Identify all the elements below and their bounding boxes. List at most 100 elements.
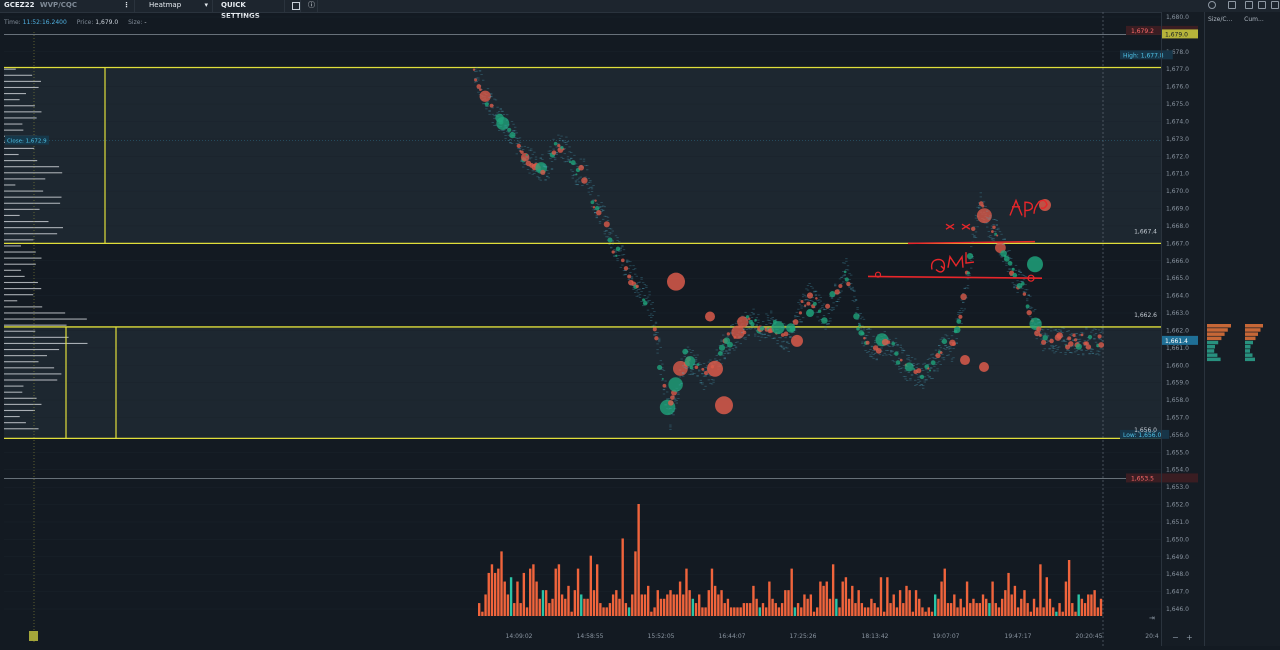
liquidity-tick — [517, 140, 520, 142]
liquidity-tick — [494, 114, 498, 116]
liquidity-tick — [752, 326, 755, 327]
liquidity-tick — [898, 357, 901, 359]
view-mode-dropdown[interactable]: Heatmap ▾ — [145, 0, 213, 12]
liquidity-tick — [997, 229, 1000, 231]
lock-icon[interactable] — [1271, 1, 1279, 9]
liquidity-tick — [998, 254, 1002, 256]
liquidity-tick — [475, 81, 478, 82]
liquidity-tick — [891, 345, 894, 347]
grid-icon[interactable] — [1245, 1, 1253, 9]
liquidity-tick — [933, 357, 936, 359]
liquidity-tick — [477, 79, 480, 81]
volume-bar — [921, 607, 924, 616]
liquidity-tick — [1069, 334, 1072, 336]
liquidity-tick — [838, 292, 842, 294]
column-cumulative[interactable]: Cum... — [1244, 16, 1264, 23]
volume-profile-bar — [4, 214, 20, 217]
liquidity-tick — [570, 169, 573, 171]
screen-icon[interactable] — [1228, 1, 1236, 9]
timeframe-button[interactable] — [29, 631, 38, 641]
liquidity-tick — [592, 184, 595, 186]
liquidity-tick — [563, 141, 566, 143]
liquidity-tick — [1006, 271, 1010, 272]
liquidity-tick — [605, 236, 608, 238]
liquidity-tick — [514, 130, 517, 132]
liquidity-tick — [957, 314, 960, 315]
trade-bubble — [570, 160, 576, 166]
price-tick: 1,656.0 — [1166, 432, 1189, 439]
liquidity-tick — [590, 206, 594, 208]
liquidity-tick — [731, 324, 734, 326]
liquidity-tick — [709, 359, 712, 361]
column-size[interactable]: Size/C... — [1208, 16, 1233, 23]
liquidity-tick — [682, 365, 685, 367]
liquidity-tick — [536, 176, 539, 178]
liquidity-tick — [850, 288, 853, 289]
liquidity-tick — [558, 139, 562, 141]
settings-grid-icon[interactable] — [288, 0, 301, 12]
liquidity-tick — [802, 293, 805, 295]
trade-bubble — [804, 304, 807, 307]
volume-profile-bar — [4, 385, 24, 387]
liquidity-tick — [496, 106, 499, 108]
trade-bubble — [800, 300, 804, 304]
liquidity-tick — [594, 212, 597, 214]
trade-bubble — [627, 274, 632, 279]
volume-bar — [809, 594, 813, 616]
volume-bar — [755, 598, 758, 616]
liquidity-tick — [1072, 339, 1075, 341]
liquidity-tick — [773, 337, 776, 339]
quick-settings-button[interactable]: QUICK SETTINGS — [217, 0, 285, 20]
liquidity-tick — [798, 299, 802, 301]
volume-bar — [707, 590, 710, 616]
liquidity-tick — [555, 152, 558, 154]
liquidity-tick — [810, 286, 813, 287]
liquidity-tick — [966, 275, 970, 276]
liquidity-tick — [722, 344, 725, 345]
liquidity-tick — [598, 206, 602, 208]
cup-icon[interactable] — [1258, 1, 1266, 9]
menu-dots-icon[interactable]: ⋮ — [123, 1, 130, 9]
trade-bubble — [562, 148, 565, 151]
liquidity-tick — [1064, 343, 1067, 345]
liquidity-tick — [1077, 354, 1080, 355]
volume-bar — [666, 594, 669, 616]
volume-bar — [1093, 590, 1096, 616]
volume-bar — [937, 598, 940, 616]
liquidity-tick — [877, 344, 880, 346]
symbol-selector[interactable]: GCEZ22 WVP/CQC ⋮ — [0, 0, 135, 12]
liquidity-tick — [1066, 338, 1069, 340]
heatmap-chart[interactable]: 1,680.01,679.01,678.01,677.01,676.01,675… — [0, 12, 1204, 646]
liquidity-tick — [683, 366, 686, 368]
liquidity-tick — [517, 137, 520, 139]
liquidity-tick — [1024, 291, 1027, 293]
liquidity-tick — [904, 370, 907, 372]
liquidity-tick — [603, 215, 606, 217]
liquidity-tick — [830, 310, 834, 312]
liquidity-tick — [1054, 351, 1058, 353]
trade-bubble — [670, 395, 675, 400]
volume-bar — [812, 611, 816, 616]
sync-icon[interactable] — [1208, 1, 1216, 9]
liquidity-tick — [595, 214, 598, 216]
liquidity-tick — [987, 217, 990, 219]
liquidity-tick — [643, 284, 646, 285]
liquidity-tick — [888, 353, 891, 355]
trade-bubble — [858, 324, 861, 327]
liquidity-tick — [909, 379, 912, 381]
liquidity-tick — [587, 177, 590, 179]
liquidity-tick — [888, 339, 891, 340]
trade-bubble — [682, 348, 689, 355]
liquidity-tick — [658, 337, 661, 339]
liquidity-tick — [506, 114, 509, 116]
trade-bubble — [575, 173, 578, 176]
volume-bar — [1026, 603, 1029, 616]
info-icon[interactable]: ⓘ — [304, 0, 318, 12]
liquidity-tick — [587, 181, 590, 183]
liquidity-tick — [928, 376, 931, 378]
liquidity-tick — [746, 326, 749, 328]
liquidity-tick — [512, 130, 515, 132]
liquidity-tick — [608, 233, 611, 235]
liquidity-tick — [754, 335, 757, 337]
liquidity-tick — [1013, 286, 1016, 288]
